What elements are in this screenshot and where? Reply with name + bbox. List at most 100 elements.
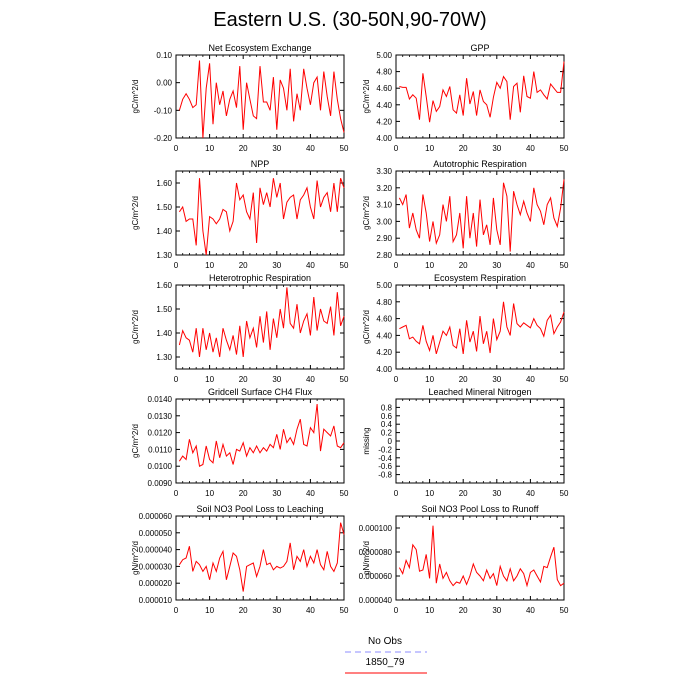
y-tick-label: 5.00	[376, 281, 392, 290]
y-tick-label: 3.00	[376, 217, 392, 226]
y-tick-label: 0.0140	[148, 395, 173, 404]
x-tick-label: 20	[239, 144, 248, 153]
plot-frame	[175, 515, 345, 601]
legend-line-1850-79	[345, 672, 427, 674]
x-tick-label: 40	[526, 261, 535, 270]
y-tick-label: 2.90	[376, 234, 392, 243]
y-tick-label: 5.00	[376, 51, 392, 60]
y-tick-label: 4.40	[376, 101, 392, 110]
x-tick-label: 10	[205, 489, 214, 498]
chart-heterotrophic-respiration: Heterotrophic Respiration 0 10 20 30 40 50 1.30…	[131, 273, 349, 384]
x-tick-label: 40	[306, 375, 315, 384]
x-tick-label: 30	[492, 606, 501, 615]
series-line	[178, 178, 345, 256]
y-tick-label: 0.000050	[139, 529, 173, 538]
y-axis-label: gN/m^2/d	[131, 541, 140, 575]
y-tick-label: 0	[388, 437, 393, 446]
x-tick-label: 10	[205, 606, 214, 615]
y-tick-label: 1.30	[156, 251, 172, 260]
chart-npp: NPP 0 10 20 30 40 50 1.30 1.40 1.50 1.60 gC/m^2/d	[131, 159, 349, 270]
series-line	[398, 179, 565, 252]
x-tick-label: 0	[174, 489, 179, 498]
x-tick-label: 10	[425, 261, 434, 270]
y-tick-label: 0.000060	[359, 572, 393, 581]
x-tick-label: 0	[394, 261, 399, 270]
x-tick-label: 40	[526, 489, 535, 498]
series-line	[178, 60, 345, 139]
plot-frame	[395, 398, 565, 484]
y-tick-label: -0.10	[154, 106, 173, 115]
y-tick-label: 4.60	[376, 84, 392, 93]
x-tick-label: 30	[272, 375, 281, 384]
x-tick-label: 50	[560, 606, 569, 615]
x-tick-label: 20	[239, 489, 248, 498]
x-tick-label: 50	[560, 261, 569, 270]
y-axis-label: gC/m^2/d	[131, 310, 140, 344]
x-tick-label: 40	[306, 261, 315, 270]
y-tick-label: 0.000100	[359, 524, 393, 533]
chart-soil-no3-pool-loss-to-leaching: Soil NO3 Pool Loss to Leaching 0 10 20 30 40 5…	[131, 504, 349, 615]
y-tick-label: 1.40	[156, 227, 172, 236]
x-tick-label: 10	[205, 144, 214, 153]
y-tick-label: 3.30	[376, 167, 392, 176]
y-axis-label: gC/m^2/d	[131, 80, 140, 114]
y-tick-label: 1.40	[156, 329, 172, 338]
y-tick-label: -0.6	[378, 462, 392, 471]
y-tick-label: 1.50	[156, 203, 172, 212]
x-tick-label: 50	[340, 144, 349, 153]
y-axis-label: gC/m^2/d	[362, 310, 371, 344]
y-tick-label: 0.6	[381, 412, 393, 421]
y-tick-label: 0.4	[381, 420, 393, 429]
x-tick-label: 10	[425, 489, 434, 498]
x-tick-label: 40	[306, 489, 315, 498]
plot-frame	[175, 170, 345, 256]
x-tick-label: 20	[239, 606, 248, 615]
chart-title: Heterotrophic Respiration	[209, 273, 311, 283]
y-tick-label: 0.0110	[148, 445, 172, 454]
y-tick-label: 0.0130	[148, 412, 173, 421]
chart-title: Gridcell Surface CH4 Flux	[208, 387, 313, 397]
y-tick-label: -0.8	[378, 471, 392, 480]
x-tick-label: 50	[340, 261, 349, 270]
chart-gpp: GPP 0 10 20 30 40 50 4.00 4.20 4.40 4.60 4.80 5.00 gC…	[362, 43, 569, 153]
y-tick-label: 0.0100	[148, 462, 173, 471]
y-tick-label: 0.8	[381, 403, 393, 412]
x-tick-label: 40	[526, 144, 535, 153]
y-tick-label: 0.000020	[139, 579, 173, 588]
x-tick-label: 30	[272, 144, 281, 153]
y-tick-label: 1.60	[156, 179, 172, 188]
chart-title: Net Ecosystem Exchange	[208, 43, 311, 53]
y-tick-label: 4.40	[376, 331, 392, 340]
x-tick-label: 50	[560, 144, 569, 153]
y-axis-label: gC/m^2/d	[131, 424, 140, 458]
y-tick-label: 2.80	[376, 251, 392, 260]
x-tick-label: 0	[394, 375, 399, 384]
y-tick-label: 0.000010	[139, 596, 173, 605]
x-tick-label: 50	[340, 606, 349, 615]
y-tick-label: 4.20	[376, 348, 392, 357]
y-tick-label: 4.00	[376, 134, 392, 143]
series-line	[178, 522, 345, 592]
chart-autotrophic-respiration: Autotrophic Respiration 0 10 20 30 40 50 2.80 2.…	[362, 159, 569, 270]
plot-frame	[175, 54, 345, 139]
plot-frame	[395, 515, 565, 601]
y-tick-label: 1.50	[156, 305, 172, 314]
y-tick-label: 0.000060	[139, 512, 173, 521]
chart-title: Soil NO3 Pool Loss to Leaching	[196, 504, 323, 514]
x-tick-label: 50	[560, 489, 569, 498]
y-tick-label: 0.10	[156, 51, 172, 60]
x-tick-label: 0	[174, 606, 179, 615]
series-line	[398, 525, 565, 588]
y-tick-label: 4.60	[376, 315, 392, 324]
x-tick-label: 20	[459, 606, 468, 615]
chart-soil-no3-pool-loss-to-runoff: Soil NO3 Pool Loss to Runoff 0 10 20 30 40 50 0…	[359, 504, 569, 615]
plot-frame	[395, 284, 565, 370]
y-tick-label: 4.80	[376, 298, 392, 307]
y-tick-label: 0.2	[381, 429, 393, 438]
legend-label-no-obs: No Obs	[368, 636, 402, 647]
chart-title: Leached Mineral Nitrogen	[428, 387, 531, 397]
x-tick-label: 40	[526, 375, 535, 384]
x-tick-label: 30	[492, 144, 501, 153]
plot-frame	[175, 398, 345, 484]
